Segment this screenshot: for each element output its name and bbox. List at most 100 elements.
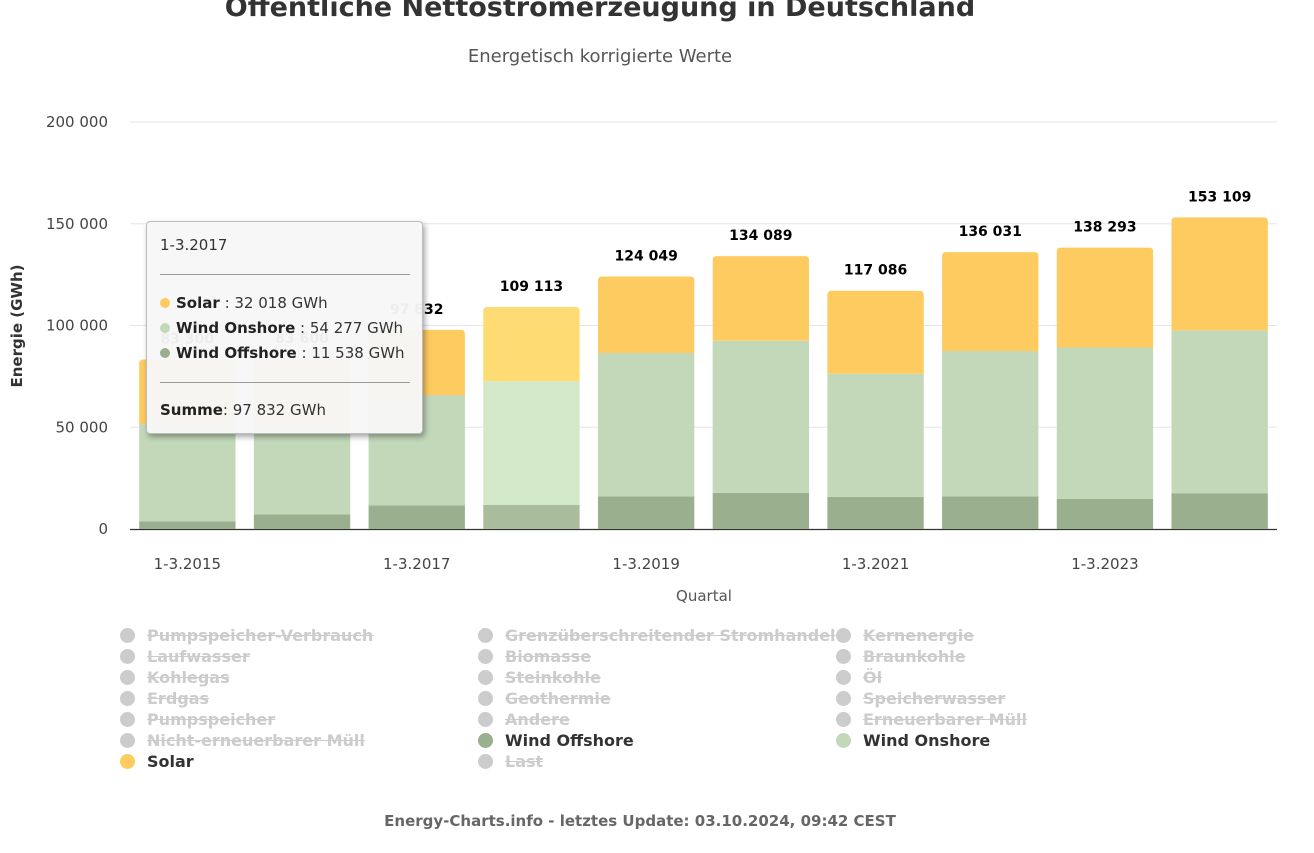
- bar-stack[interactable]: [483, 306, 580, 529]
- legend-label: Andere: [505, 710, 570, 729]
- tooltip-row-name: Solar: [176, 294, 220, 312]
- bar-solar[interactable]: [597, 276, 695, 353]
- legend-dot-icon: [478, 754, 493, 769]
- legend-dot-icon: [836, 691, 851, 706]
- legend-item-geothermie[interactable]: Geothermie: [478, 689, 611, 708]
- legend-item-speicherwasser[interactable]: Speicherwasser: [836, 689, 1005, 708]
- legend-label: Wind Offshore: [505, 731, 634, 750]
- tooltip-sum-label: Summe: [160, 401, 223, 419]
- bar-solar[interactable]: [827, 290, 924, 374]
- legend-item-braunkohle[interactable]: Braunkohle: [836, 647, 966, 666]
- legend-item-öl[interactable]: Öl: [836, 668, 882, 687]
- data-label-total: 124 049: [614, 249, 677, 265]
- bar-solar[interactable]: [1056, 247, 1154, 348]
- legend-item-laufwasser[interactable]: Laufwasser: [120, 647, 250, 666]
- wind-offshore-dot-icon: [160, 348, 170, 358]
- bar-wind-onshore[interactable]: [942, 350, 1039, 497]
- bar-stack[interactable]: [827, 290, 924, 529]
- bar-wind-offshore[interactable]: [712, 492, 810, 529]
- legend-label: Öl: [863, 668, 883, 687]
- tooltip-row-name: Wind Onshore: [176, 319, 296, 337]
- legend-item-erdgas[interactable]: Erdgas: [120, 689, 209, 708]
- bar-wind-onshore[interactable]: [712, 340, 810, 493]
- legend-dot-icon: [478, 691, 493, 706]
- bar-wind-offshore[interactable]: [597, 496, 695, 529]
- legend-item-pumpspeicher[interactable]: Pumpspeicher: [120, 710, 275, 729]
- bar-stack[interactable]: [942, 252, 1039, 529]
- bar-wind-onshore[interactable]: [597, 352, 695, 497]
- bar-wind-offshore[interactable]: [253, 514, 351, 529]
- legend-dot-icon: [478, 670, 493, 685]
- data-label-total: 134 089: [729, 228, 792, 244]
- x-tick-label: 1-3.2017: [383, 555, 450, 573]
- legend-dot-icon: [836, 628, 851, 643]
- legend-item-grenzüberschreitender-stromhandel[interactable]: Grenzüberschreitender Stromhandel: [478, 626, 836, 645]
- legend-dot-icon: [120, 733, 135, 748]
- legend-dot-icon: [120, 691, 135, 706]
- y-tick-label: 150 000: [46, 215, 108, 233]
- bars[interactable]: [139, 217, 1268, 529]
- bar-wind-offshore[interactable]: [827, 496, 924, 529]
- legend-dot-icon: [478, 649, 493, 664]
- bar-stack[interactable]: [1171, 217, 1268, 529]
- legend-label: Kernenergie: [863, 626, 975, 645]
- legend-label: Speicherwasser: [863, 689, 1006, 708]
- bar-wind-offshore[interactable]: [942, 496, 1039, 529]
- bar-wind-offshore[interactable]: [139, 521, 236, 529]
- y-tick-label: 100 000: [46, 317, 108, 335]
- bar-solar[interactable]: [1171, 217, 1268, 331]
- legend-item-last[interactable]: Last: [478, 752, 543, 771]
- bar-solar[interactable]: [483, 306, 580, 382]
- chart-subtitle: Energetisch korrigierte Werte: [467, 46, 733, 67]
- tooltip-row-value: : 54 277 GWh: [300, 319, 404, 337]
- legend-label: Biomasse: [505, 647, 592, 666]
- data-label-total: 109 113: [500, 279, 563, 295]
- tooltip-row-solar: Solar : 32 018 GWh: [160, 294, 328, 312]
- bar-stack[interactable]: [712, 256, 810, 529]
- legend-dot-icon: [120, 754, 135, 769]
- bar-wind-onshore[interactable]: [139, 424, 236, 522]
- x-tick-label: 1-3.2019: [612, 555, 679, 573]
- legend-item-kernenergie[interactable]: Kernenergie: [836, 626, 974, 645]
- bar-wind-offshore[interactable]: [1171, 493, 1268, 529]
- bar-wind-offshore[interactable]: [483, 504, 580, 529]
- bar-wind-offshore[interactable]: [1056, 498, 1154, 529]
- bar-wind-onshore[interactable]: [253, 425, 351, 515]
- tooltip-divider: [160, 382, 410, 383]
- chart-title: Öffentliche Nettostromerzeugung in Deuts…: [224, 0, 976, 23]
- legend-item-erneuerbarer-müll[interactable]: Erneuerbarer Müll: [836, 710, 1027, 729]
- legend-item-kohlegas[interactable]: Kohlegas: [120, 668, 230, 687]
- legend-item-wind-onshore[interactable]: Wind Onshore: [836, 731, 990, 750]
- bar-wind-onshore[interactable]: [827, 373, 924, 497]
- y-tick-label: 0: [98, 520, 108, 538]
- bar-stack[interactable]: [1056, 247, 1154, 529]
- x-axis-title: Quartal: [676, 587, 732, 605]
- legend-label: Erneuerbarer Müll: [863, 710, 1027, 729]
- legend-label: Erdgas: [147, 689, 210, 708]
- legend-item-pumpspeicher-verbrauch[interactable]: Pumpspeicher-Verbrauch: [120, 626, 373, 645]
- bar-wind-onshore[interactable]: [1056, 347, 1154, 499]
- legend-label: Laufwasser: [147, 647, 250, 666]
- bar-solar[interactable]: [712, 256, 810, 341]
- legend-item-steinkohle[interactable]: Steinkohle: [478, 668, 601, 687]
- bar-solar[interactable]: [942, 252, 1039, 351]
- legend-item-nicht-erneuerbarer-müll[interactable]: Nicht-erneuerbarer Müll: [120, 731, 365, 750]
- tooltip-row-value: : 32 018 GWh: [224, 294, 328, 312]
- x-tick-label: 1-3.2023: [1071, 555, 1138, 573]
- legend-item-solar[interactable]: Solar: [120, 752, 194, 771]
- credits[interactable]: Energy-Charts.info - letztes Update: 03.…: [384, 812, 896, 830]
- legend-item-andere[interactable]: Andere: [478, 710, 570, 729]
- legend-dot-icon: [120, 670, 135, 685]
- data-label-total: 136 031: [959, 224, 1022, 240]
- bar-stack[interactable]: [597, 276, 695, 529]
- legend-dot-icon: [120, 649, 135, 664]
- data-label-total: 117 086: [844, 263, 907, 279]
- bar-wind-onshore[interactable]: [1171, 330, 1268, 494]
- legend-item-wind-offshore[interactable]: Wind Offshore: [478, 731, 634, 750]
- bar-wind-onshore[interactable]: [483, 381, 580, 505]
- bar-wind-offshore[interactable]: [368, 505, 465, 529]
- legend-item-biomasse[interactable]: Biomasse: [478, 647, 591, 666]
- tooltip: 1-3.2017 Solar : 32 018 GWh Wind Onshore…: [146, 221, 423, 434]
- tooltip-row-wind-offshore: Wind Offshore : 11 538 GWh: [160, 344, 405, 362]
